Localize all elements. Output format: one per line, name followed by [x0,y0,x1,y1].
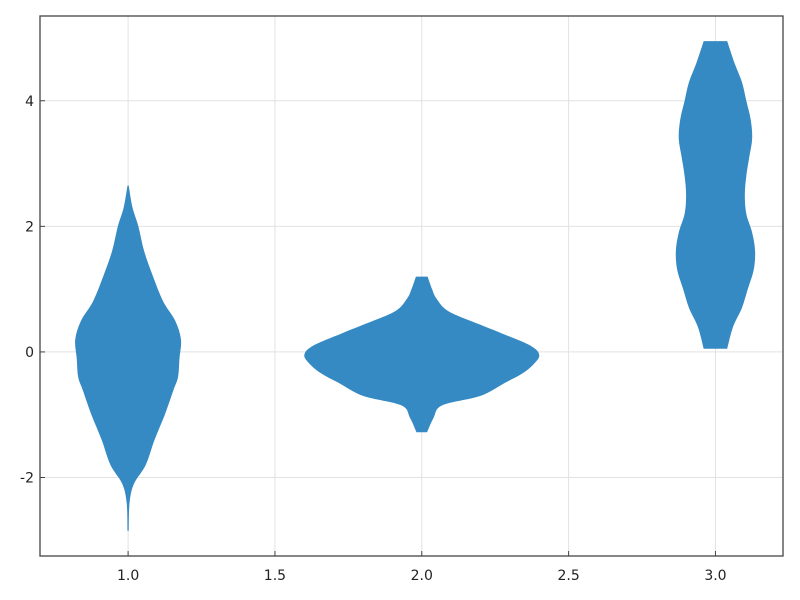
violins [75,41,756,531]
violin-1 [75,185,182,531]
tick-labels: 1.0 1.5 2.0 2.5 3.0 -2 0 2 4 [20,94,727,584]
axis-ticks [40,100,716,556]
x-tick-label: 2.5 [557,568,579,584]
violin-3 [675,41,756,349]
y-tick-label: -2 [20,471,34,487]
y-tick-label: 4 [25,94,34,110]
plot-frame [39,15,784,557]
x-tick-label: 2.0 [411,568,433,584]
x-tick-label: 1.0 [117,568,139,584]
y-tick-label: 2 [25,219,34,235]
violin-2 [304,276,540,433]
x-tick-label: 1.5 [264,568,286,584]
y-tick-label: 0 [25,345,34,361]
x-tick-label: 3.0 [704,568,726,584]
